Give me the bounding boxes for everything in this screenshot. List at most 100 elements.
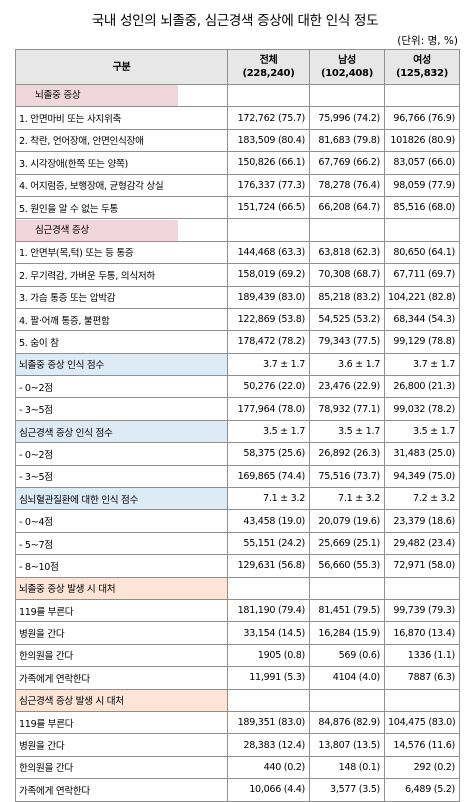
cell-total: 122,869 (53.8): [227, 307, 310, 332]
table-row: 병원을 간다 28,383 (12.4) 13,807 (13.5) 14,576 (…: [15, 733, 460, 757]
table-row: - 3~5점 169,865 (74.4) 75,516 (73.7) 94,349 …: [15, 464, 460, 489]
row-label: 심근경색 증상: [15, 218, 228, 242]
row-label: 뇌졸중 증상 발생 시 대처: [15, 576, 228, 600]
row-label: 심근경색 증상 인식 점수: [15, 419, 228, 444]
table-row: 병원을 간다 33,154 (14.5) 16,284 (15.9) 16,870 (…: [15, 621, 460, 645]
section-row: 뇌졸중 증상 인식 점수 3.7 ± 1.7 3.6 ± 1.7 3.7 ± 1.7: [15, 352, 460, 377]
cell-total: 151,724 (66.5): [227, 195, 310, 220]
cell-female: 3.7 ± 1.7: [384, 352, 460, 377]
section-row: 심근경색 증상 발생 시 대처: [15, 688, 460, 712]
cell-total: 172,762 (75.7): [227, 106, 310, 130]
cell-male: 569 (0.6): [309, 643, 385, 668]
cell-total: [227, 83, 310, 108]
cell-female: [384, 576, 460, 600]
cell-female: 99,032 (78.2): [384, 397, 460, 421]
table-row: 5. 숨이 참 178,472 (78.2) 79,343 (77.5) 99,129…: [15, 330, 460, 354]
table-row: - 5~7점 55,151 (24.2) 25,669 (25.1) 29,482 (…: [15, 531, 460, 556]
cell-total: 28,383 (12.4): [227, 733, 310, 757]
cell-male: 20,079 (19.6): [309, 509, 385, 533]
row-label: 심근경색 증상 발생 시 대처: [15, 688, 228, 712]
table-row: 가족에게 연락한다 11,991 (5.3) 4104 (4.0) 7887 (6.3…: [15, 666, 460, 690]
header-total: 전체 (228,240): [227, 49, 310, 85]
row-label: 1. 안면부(목,턱) 또는 등 통증: [15, 240, 228, 265]
row-label: 병원을 간다: [15, 621, 228, 645]
section-row: 뇌졸중 증상: [15, 83, 460, 108]
header-total-count: (228,240): [242, 68, 295, 79]
cell-male: 3.5 ± 1.7: [309, 419, 385, 444]
table-row: - 3~5점 177,964 (78.0) 78,932 (77.1) 99,032 …: [15, 397, 460, 421]
cell-female: 7.2 ± 3.2: [384, 487, 460, 511]
cell-male: [309, 83, 385, 108]
cell-male: 56,660 (55.3): [309, 554, 385, 578]
cell-female: 16,870 (13.4): [384, 621, 460, 645]
row-label: 3. 시각장애(한쪽 또는 양쪽): [15, 151, 228, 175]
header-female: 여성 (125,832): [384, 49, 460, 85]
cell-total: 178,472 (78.2): [227, 330, 310, 354]
cell-female: 1336 (1.1): [384, 643, 460, 668]
row-label: 5. 원인을 알 수 없는 두통: [15, 195, 228, 220]
cell-total: [227, 218, 310, 242]
row-label: 뇌졸중 증상 인식 점수: [15, 352, 228, 377]
cell-total: 150,826 (66.1): [227, 151, 310, 175]
cell-total: [227, 576, 310, 600]
cell-female: 101826 (80.9): [384, 128, 460, 153]
cell-female: 83,057 (66.0): [384, 151, 460, 175]
cell-male: 66,208 (64.7): [309, 195, 385, 220]
cell-female: 31,483 (25.0): [384, 442, 460, 466]
cell-female: 85,516 (68.0): [384, 195, 460, 220]
row-label: - 0~2점: [15, 375, 228, 399]
row-label: - 0~4점: [15, 509, 228, 533]
cell-male: 67,769 (66.2): [309, 151, 385, 175]
table-body: 뇌졸중 증상 1. 안면마비 또는 사지위축 172,762 (75.7) 75,99…: [15, 83, 460, 802]
cell-female: 23,379 (18.6): [384, 509, 460, 533]
row-label: 4. 팔·어깨 통증, 불편함: [15, 307, 228, 332]
table-title: 국내 성인의 뇌졸중, 심근경색 증상에 대한 인식 정도: [91, 13, 379, 29]
cell-male: 78,932 (77.1): [309, 397, 385, 421]
table-row: 3. 가슴 통증 또는 압박감 189,439 (83.0) 85,218 (83.…: [15, 285, 460, 309]
table-row: 4. 팔·어깨 통증, 불편함 122,869 (53.8) 54,525 (53.…: [15, 307, 460, 332]
table-row: 4. 어지럼증, 보행장애, 균형감각 상실 176,337 (77.3) 78,2…: [15, 173, 460, 197]
table-row: 2. 무기력감, 가벼운 두통, 의식저하 158,019 (69.2) 70,30…: [15, 263, 460, 287]
row-label: 119를 부른다: [15, 710, 228, 735]
cell-male: 75,516 (73.7): [309, 464, 385, 489]
row-label: 2. 무기력감, 가벼운 두통, 의식저하: [15, 263, 228, 287]
cell-male: 84,876 (82.9): [309, 710, 385, 735]
cell-total: 50,276 (22.0): [227, 375, 310, 399]
cell-female: 6,489 (5.2): [384, 778, 460, 802]
row-label: - 3~5점: [15, 464, 228, 489]
table-row: 한의원을 간다 440 (0.2) 148 (0.1) 292 (0.2): [15, 755, 460, 780]
cell-total: 11,991 (5.3): [227, 666, 310, 690]
cell-total: 189,439 (83.0): [227, 285, 310, 309]
cell-total: 158,019 (69.2): [227, 263, 310, 287]
cell-total: 10,066 (4.4): [227, 778, 310, 802]
cell-male: 23,476 (22.9): [309, 375, 385, 399]
cell-female: 99,129 (78.8): [384, 330, 460, 354]
section-row: 심뇌혈관질환에 대한 인식 점수 7.1 ± 3.2 7.1 ± 3.2 7.2 ± …: [15, 487, 460, 511]
header-female-label: 여성: [413, 55, 431, 66]
section-row: 심근경색 증상 인식 점수 3.5 ± 1.7 3.5 ± 1.7 3.5 ± 1.7: [15, 419, 460, 444]
cell-female: 67,711 (69.7): [384, 263, 460, 287]
header-row: 구분 전체 (228,240) 남성 (102,408) 여성 (125,832…: [15, 49, 460, 85]
row-label: - 5~7점: [15, 531, 228, 556]
table-row: 119를 부른다 189,351 (83.0) 84,876 (82.9) 104,4…: [15, 710, 460, 735]
cell-male: 63,818 (62.3): [309, 240, 385, 265]
cell-total: 129,631 (56.8): [227, 554, 310, 578]
cell-male: 4104 (4.0): [309, 666, 385, 690]
cell-female: 7887 (6.3): [384, 666, 460, 690]
cell-female: 26,800 (21.3): [384, 375, 460, 399]
header-category: 구분: [15, 49, 228, 85]
header-total-label: 전체: [259, 55, 278, 66]
table-row: - 0~4점 43,458 (19.0) 20,079 (19.6) 23,379 (…: [15, 509, 460, 533]
row-label: 가족에게 연락한다: [15, 666, 228, 690]
row-label: 병원을 간다: [15, 733, 228, 757]
cell-female: 292 (0.2): [384, 755, 460, 780]
row-label: 5. 숨이 참: [15, 330, 228, 354]
header-male-count: (102,408): [321, 68, 373, 79]
cell-total: 43,458 (19.0): [227, 509, 310, 533]
table-row: 119를 부른다 181,190 (79.4) 81,451 (79.5) 99,73…: [15, 598, 460, 623]
cell-total: 1905 (0.8): [227, 643, 310, 668]
cell-male: 54,525 (53.2): [309, 307, 385, 332]
table-row: 2. 착란, 언어장애, 안면인식장애 183,509 (80.4) 81,683 …: [15, 128, 460, 153]
row-label: 한의원을 간다: [15, 643, 228, 668]
cell-total: 55,151 (24.2): [227, 531, 310, 556]
